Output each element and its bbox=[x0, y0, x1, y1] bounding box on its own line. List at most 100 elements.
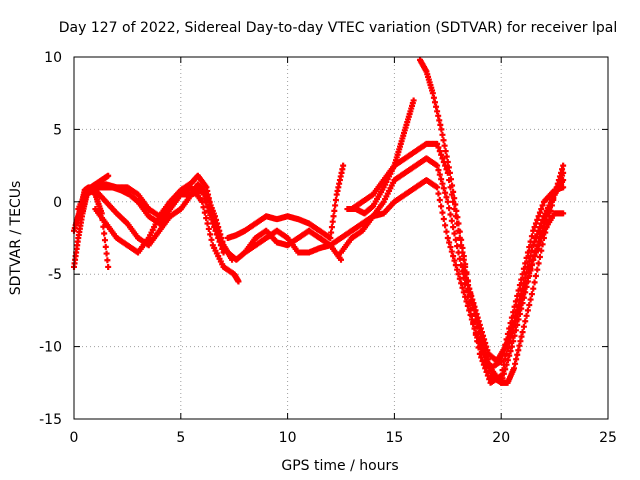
data-point bbox=[560, 162, 567, 169]
data-point bbox=[331, 207, 338, 214]
data-point bbox=[508, 343, 515, 350]
data-point bbox=[101, 230, 108, 237]
data-point bbox=[454, 266, 461, 273]
data-point bbox=[448, 248, 455, 255]
data-point bbox=[440, 185, 447, 192]
data-point bbox=[528, 261, 535, 268]
data-point bbox=[530, 227, 537, 234]
data-point bbox=[439, 155, 446, 162]
y-tick-label: 5 bbox=[53, 122, 62, 138]
data-point bbox=[515, 287, 522, 294]
data-point bbox=[442, 189, 449, 196]
data-point bbox=[526, 301, 533, 308]
x-tick-label: 20 bbox=[492, 430, 510, 446]
data-point bbox=[528, 291, 535, 298]
data-point bbox=[456, 228, 463, 235]
data-point bbox=[523, 312, 530, 319]
data-point bbox=[519, 292, 526, 299]
data-point bbox=[538, 206, 545, 213]
data-point bbox=[105, 172, 112, 179]
data-point bbox=[502, 366, 509, 373]
data-point bbox=[503, 361, 510, 368]
data-point bbox=[514, 292, 521, 299]
data-point bbox=[534, 216, 541, 223]
x-tick-label: 15 bbox=[385, 430, 403, 446]
data-point bbox=[204, 220, 211, 227]
data-point bbox=[440, 215, 447, 222]
data-point bbox=[208, 236, 215, 243]
data-point bbox=[450, 224, 457, 231]
data-point bbox=[532, 273, 539, 280]
data-point bbox=[434, 162, 441, 169]
data-point bbox=[439, 180, 446, 187]
data-point bbox=[103, 250, 110, 257]
data-point bbox=[538, 235, 545, 241]
data-point bbox=[332, 202, 339, 209]
data-point bbox=[438, 176, 445, 183]
data-point bbox=[439, 131, 446, 138]
data-point bbox=[504, 357, 511, 364]
data-point bbox=[452, 262, 459, 269]
plot-frame bbox=[73, 56, 609, 420]
data-point bbox=[446, 169, 453, 176]
data-point bbox=[530, 256, 537, 263]
data-point bbox=[524, 307, 531, 314]
data-point bbox=[518, 276, 525, 283]
data-point bbox=[447, 211, 454, 218]
data-point bbox=[526, 244, 533, 251]
data-point bbox=[524, 274, 531, 281]
chart-title: Day 127 of 2022, Sidereal Day-to-day VTE… bbox=[59, 20, 617, 36]
data-point bbox=[438, 126, 445, 133]
data-point bbox=[102, 243, 109, 250]
y-tick-label: -5 bbox=[48, 267, 62, 283]
series-arc-13 bbox=[459, 210, 567, 365]
data-point bbox=[527, 265, 534, 272]
data-point bbox=[454, 214, 461, 221]
data-point bbox=[560, 210, 567, 217]
data-point bbox=[444, 198, 451, 205]
data-point bbox=[530, 285, 537, 292]
data-point bbox=[438, 151, 445, 158]
data-point bbox=[507, 320, 514, 327]
data-point bbox=[507, 348, 514, 355]
data-point bbox=[451, 230, 458, 237]
data-point bbox=[527, 296, 534, 303]
data-point bbox=[101, 237, 108, 244]
data-point bbox=[443, 194, 450, 201]
data-point bbox=[105, 263, 112, 270]
data-point bbox=[548, 202, 555, 209]
data-point bbox=[444, 158, 451, 165]
data-point bbox=[531, 279, 538, 286]
data-point bbox=[104, 257, 111, 264]
x-tick-label: 0 bbox=[70, 430, 79, 446]
data-point bbox=[520, 323, 527, 330]
data-point bbox=[201, 209, 208, 216]
data-point bbox=[438, 203, 445, 210]
data-point bbox=[534, 245, 541, 252]
data-point bbox=[539, 231, 546, 238]
data-point bbox=[510, 338, 517, 345]
data-point bbox=[452, 236, 459, 243]
data-point bbox=[327, 235, 334, 241]
data-point bbox=[532, 220, 539, 227]
data-point bbox=[434, 140, 441, 147]
data-point bbox=[330, 213, 337, 220]
x-tick-label: 10 bbox=[279, 430, 297, 446]
data-point bbox=[436, 171, 443, 178]
data-point bbox=[547, 207, 554, 214]
data-point bbox=[450, 188, 457, 195]
data-point bbox=[340, 162, 347, 169]
x-tick-label: 25 bbox=[599, 430, 617, 446]
data-point bbox=[446, 239, 453, 246]
data-point bbox=[536, 209, 543, 216]
data-point bbox=[459, 284, 466, 291]
data-point bbox=[332, 196, 339, 203]
data-point bbox=[532, 249, 539, 256]
data-point bbox=[434, 184, 441, 191]
data-point bbox=[203, 215, 210, 222]
data-point bbox=[442, 148, 449, 155]
data-point bbox=[539, 202, 546, 209]
data-point bbox=[446, 205, 453, 212]
data-point bbox=[458, 236, 465, 243]
